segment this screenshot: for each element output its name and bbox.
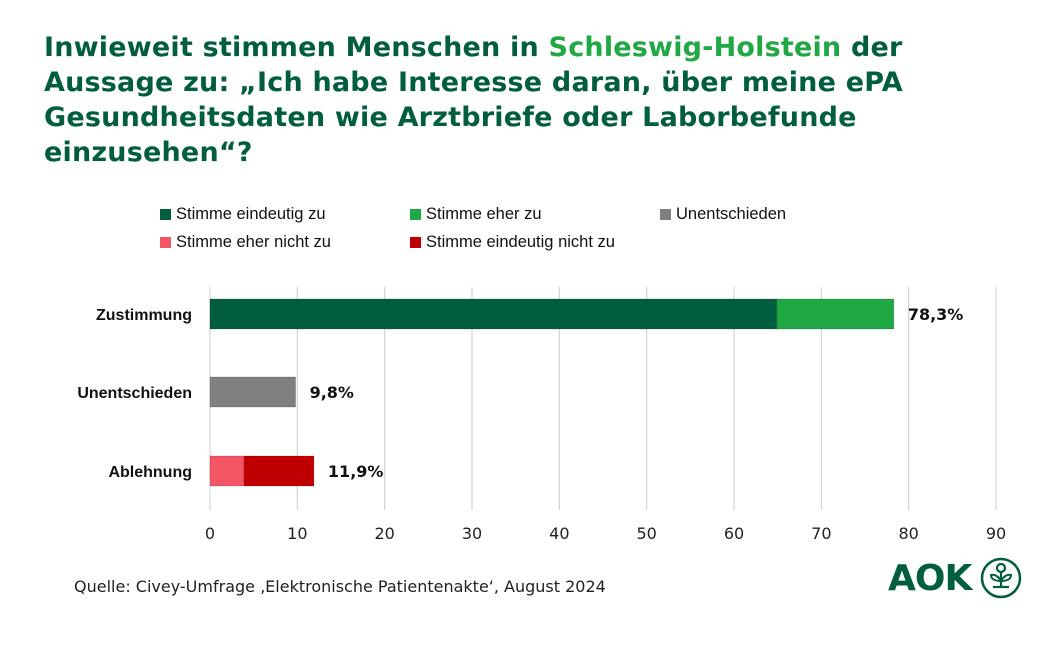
legend-label: Unentschieden bbox=[676, 205, 787, 223]
x-tick-label: 10 bbox=[287, 524, 307, 543]
data-label: 9,8% bbox=[310, 383, 354, 402]
legend-label: Stimme eindeutig nicht zu bbox=[426, 233, 615, 251]
x-tick-label: 50 bbox=[636, 524, 656, 543]
legend-swatch bbox=[160, 209, 171, 220]
aok-logo: AOK bbox=[888, 556, 1023, 600]
chart-title: Inwieweit stimmen Menschen in Schleswig-… bbox=[44, 30, 1004, 170]
aok-tree-icon bbox=[981, 557, 1022, 599]
legend-item: Stimme eher nicht zu bbox=[160, 233, 331, 252]
x-tick-label: 30 bbox=[462, 524, 482, 543]
category-label: Unentschieden bbox=[77, 385, 192, 402]
legend-label: Stimme eher zu bbox=[426, 205, 542, 223]
legend-item: Stimme eindeutig nicht zu bbox=[410, 233, 615, 252]
legend-swatch bbox=[160, 237, 171, 248]
x-tick-label: 0 bbox=[205, 524, 215, 543]
legend-swatch bbox=[410, 209, 421, 220]
title-part2: der Aussage zu: „Ich habe Interesse dara… bbox=[44, 32, 903, 168]
bar-segment bbox=[209, 455, 245, 487]
legend-item: Stimme eindeutig zu bbox=[160, 205, 326, 224]
x-tick-label: 80 bbox=[898, 524, 918, 543]
legend-item: Unentschieden bbox=[660, 205, 786, 224]
bar-segment bbox=[776, 298, 895, 330]
legend-item: Stimme eher zu bbox=[410, 205, 542, 224]
x-tick-label: 40 bbox=[549, 524, 569, 543]
data-label: 11,9% bbox=[328, 462, 384, 481]
data-label: 78,3% bbox=[908, 305, 964, 324]
title-part1: Inwieweit stimmen Menschen in bbox=[44, 32, 549, 63]
x-tick-label: 20 bbox=[374, 524, 394, 543]
bar-segment bbox=[243, 455, 315, 487]
category-label: Zustimmung bbox=[96, 307, 192, 324]
legend-label: Stimme eher nicht zu bbox=[176, 233, 331, 251]
category-label: Ablehnung bbox=[108, 464, 192, 481]
legend-label: Stimme eindeutig zu bbox=[176, 205, 326, 223]
legend-swatch bbox=[410, 237, 421, 248]
logo-text: AOK bbox=[888, 557, 972, 599]
title-highlight-region: Schleswig-Holstein bbox=[548, 32, 842, 63]
bar-segment bbox=[209, 376, 297, 408]
bar-segment bbox=[209, 298, 778, 330]
source-note: Quelle: Civey-Umfrage ‚Elektronische Pat… bbox=[74, 577, 606, 596]
x-tick-label: 90 bbox=[986, 524, 1006, 543]
legend-swatch bbox=[660, 209, 671, 220]
x-tick-label: 60 bbox=[724, 524, 744, 543]
x-tick-label: 70 bbox=[811, 524, 831, 543]
